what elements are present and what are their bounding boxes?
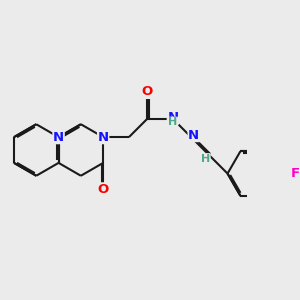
Text: O: O bbox=[98, 183, 109, 196]
Text: N: N bbox=[53, 130, 64, 144]
Text: N: N bbox=[188, 129, 199, 142]
Text: N: N bbox=[167, 111, 178, 124]
Text: H: H bbox=[168, 117, 178, 127]
Text: H: H bbox=[201, 154, 210, 164]
Text: F: F bbox=[290, 167, 300, 180]
Text: N: N bbox=[98, 130, 109, 144]
Text: O: O bbox=[142, 85, 153, 98]
